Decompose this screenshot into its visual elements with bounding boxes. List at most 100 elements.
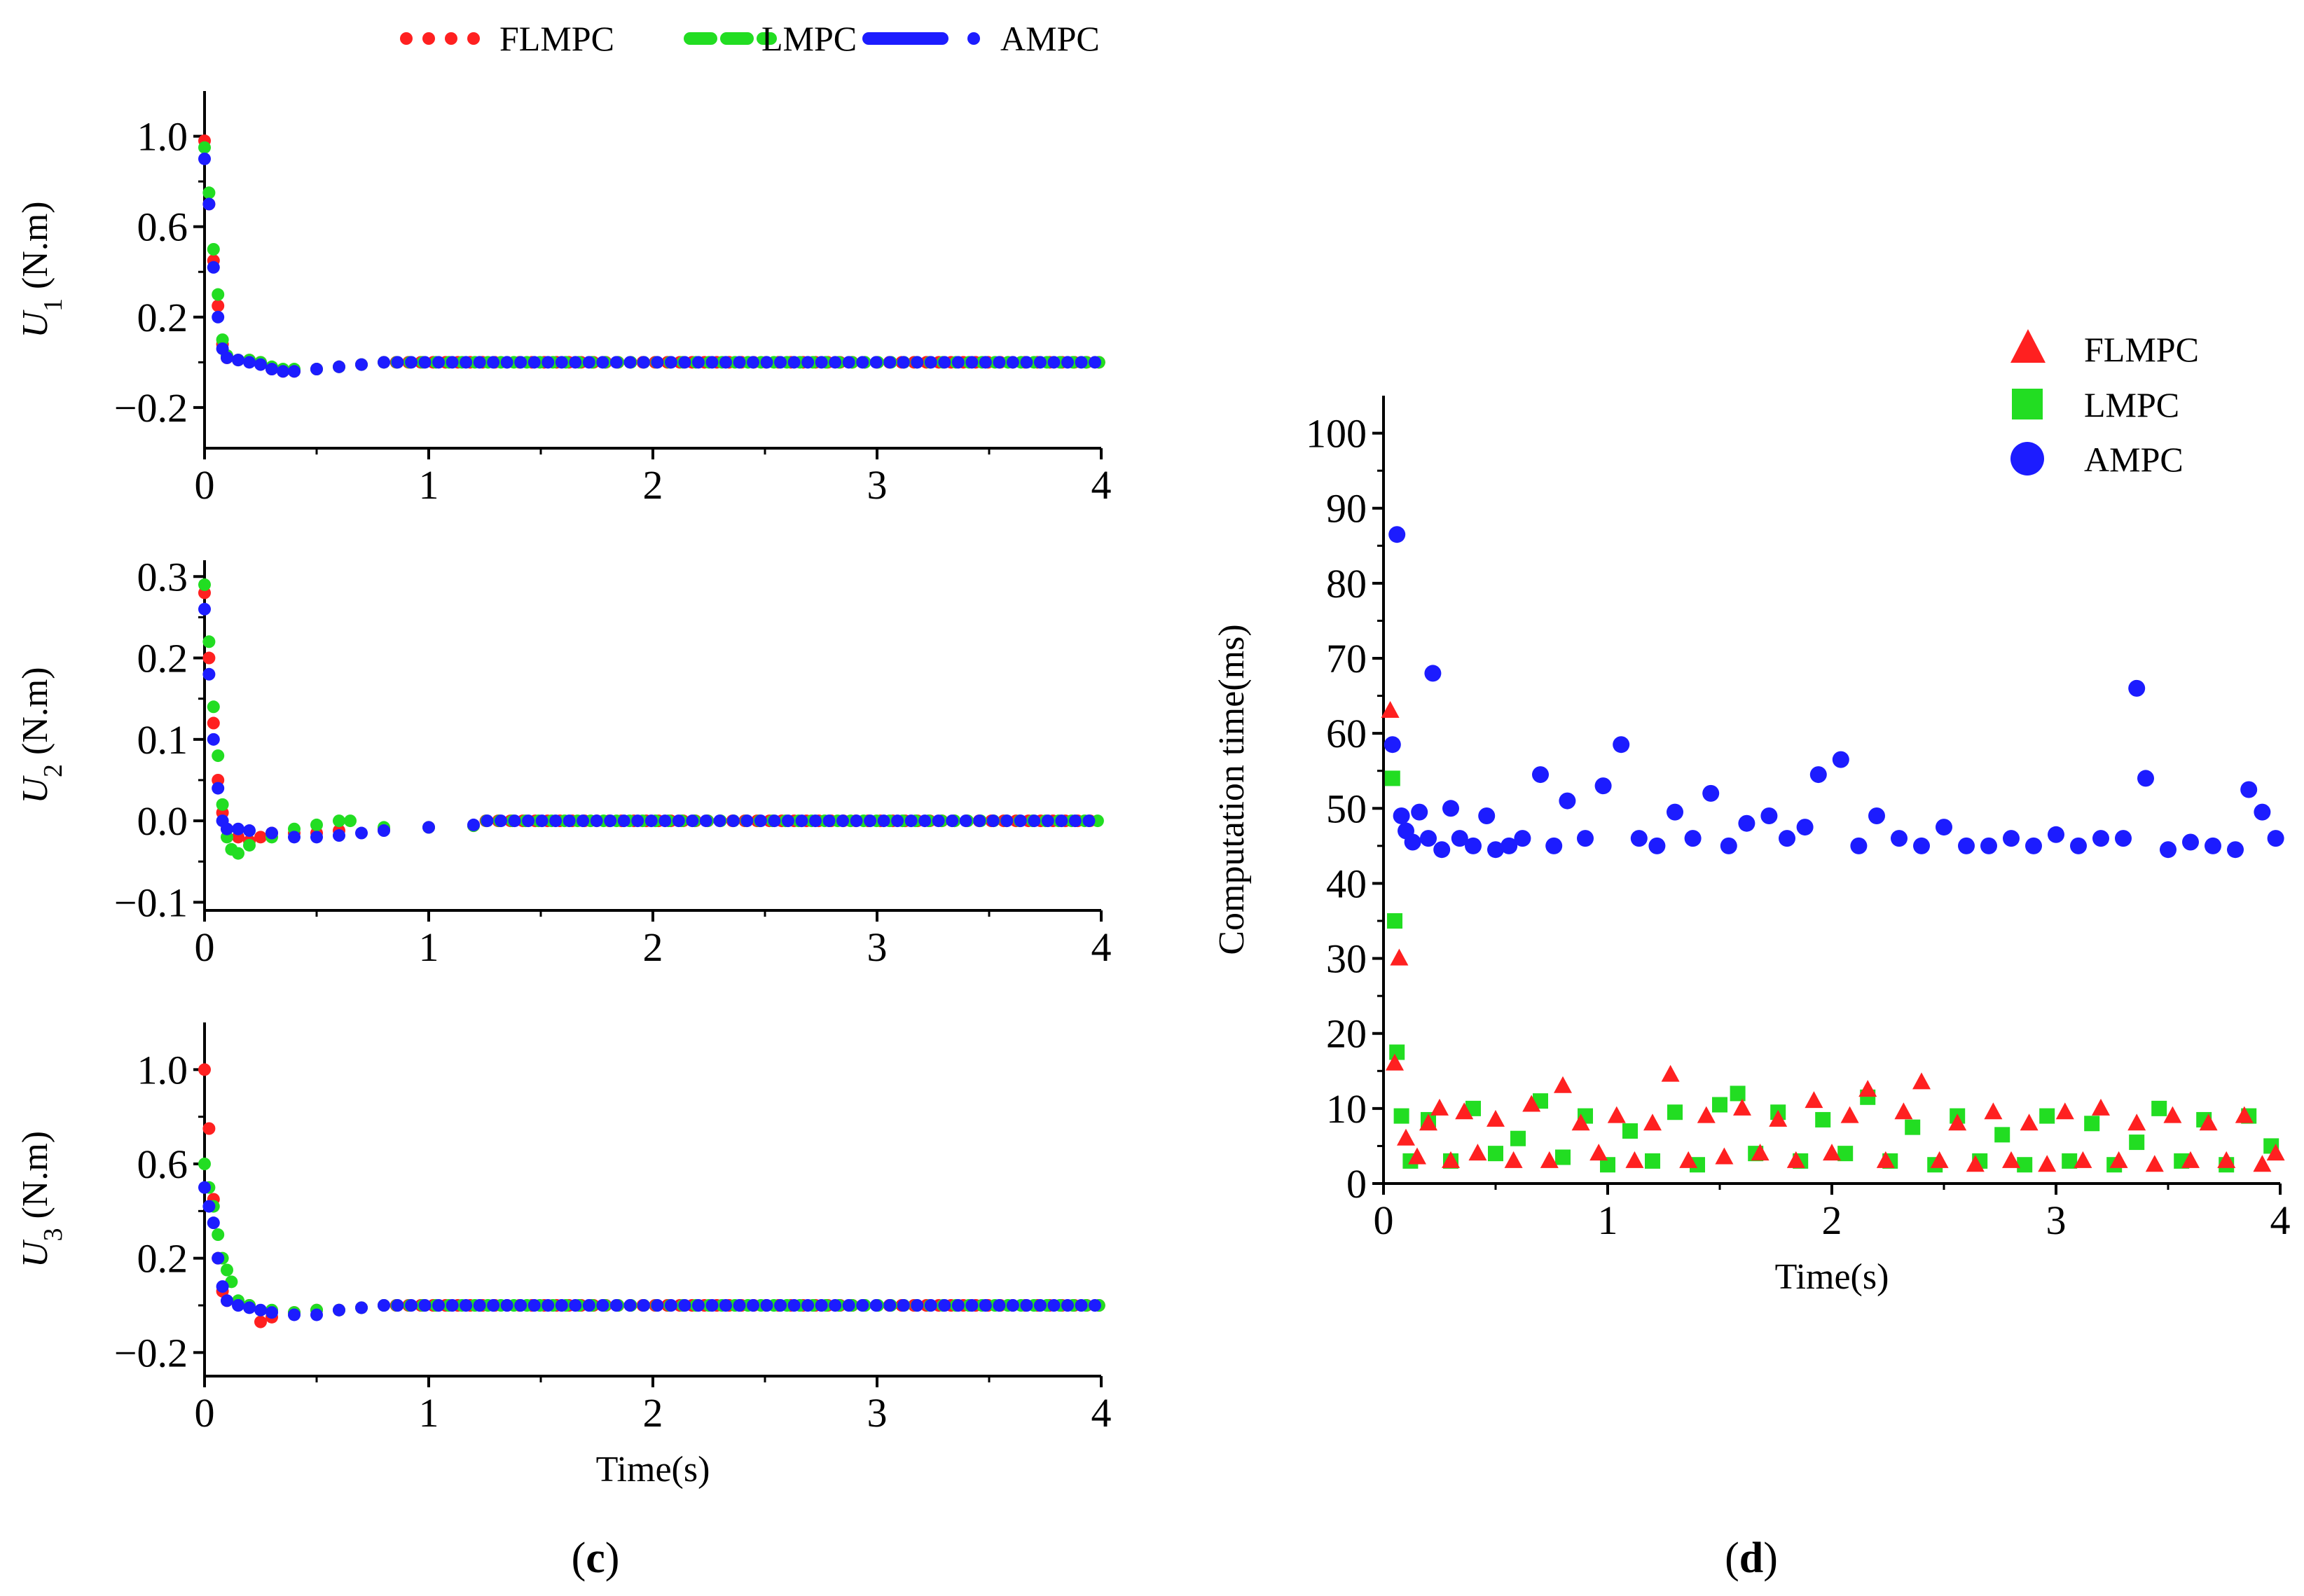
data-point [1779,830,1795,847]
y-tick-label: 20 [1326,1011,1367,1057]
data-point [432,356,446,369]
data-point [1522,1095,1541,1112]
data-point [2074,1151,2092,1168]
data-point [1501,837,1518,854]
data-point [651,1299,664,1312]
chart-u3: 0 1 2 3 4 1.0 0.6 0.2 −0.2 U3 (N.m) Time(s) [15,1022,1112,1490]
y-tick-label: 50 [1326,786,1367,831]
series-flmpc [198,134,1105,378]
data-point [774,356,787,369]
data-point [1390,948,1409,966]
data-point [569,1299,582,1312]
x-tick-label: 2 [1822,1198,1842,1243]
data-point [288,831,301,844]
data-point [1730,1085,1746,1102]
data-point [207,1216,220,1230]
data-point [604,814,617,828]
y-tick-label: 1.0 [137,1047,188,1092]
data-point [198,141,211,154]
x-tick-label: 3 [867,1390,888,1436]
series-flmpc [198,586,1096,848]
data-point [1033,356,1047,369]
data-point [596,1299,609,1312]
data-point [1433,841,1451,859]
data-point [1478,807,1496,824]
data-point [959,814,972,828]
data-point [514,356,527,369]
data-point [1984,1102,2003,1120]
data-point [202,186,216,200]
data-point [1733,1098,1751,1116]
data-point [1720,837,1737,854]
data-point [232,847,244,860]
data-point [787,356,801,369]
data-point [212,1251,225,1265]
data-point [1514,830,1531,847]
data-point [1613,736,1630,754]
x-tick-label: 2 [643,924,663,970]
data-point [2129,1134,2145,1151]
data-point [2253,1155,2272,1172]
data-point [938,356,951,369]
data-point [254,1315,267,1328]
legend-top-lmpc: LMPC [684,19,857,58]
legend-top: FLMPC LMPC AMPC [400,19,1100,58]
data-point [719,356,732,369]
data-point [432,1299,446,1312]
data-point [1504,1151,1523,1168]
data-point [460,1299,473,1312]
data-point [198,1181,211,1194]
data-point [378,824,390,838]
y-tick-label: −0.1 [114,880,188,925]
data-point [1404,833,1421,851]
data-point [355,826,368,840]
data-point [1061,356,1074,369]
data-point [768,814,781,828]
data-point [1684,830,1702,847]
data-point [198,602,211,616]
legend-top-label-flmpc: FLMPC [499,19,614,58]
y-tick-label: 0.6 [137,204,188,250]
series-ampc [198,602,1096,844]
x-tick-label: 2 [643,462,663,508]
data-point [265,363,278,376]
data-point [631,814,644,828]
data-point [699,814,712,828]
data-point [2199,1113,2218,1131]
data-point [891,814,904,828]
data-point [1411,803,1428,821]
data-point [1625,1151,1644,1168]
data-point [850,814,863,828]
data-point [212,288,225,301]
y-tick-label: 0.2 [137,636,188,681]
data-point [726,814,740,828]
data-point [1061,1299,1074,1312]
data-point [535,814,549,828]
data-point [495,814,508,828]
x-tick-label: 1 [419,1390,439,1436]
data-point [541,356,555,369]
x-tick-label: 1 [419,462,439,508]
data-point [842,356,855,369]
data-point [747,356,760,369]
data-point [719,1299,732,1312]
data-point [1430,1098,1449,1116]
data-point [1055,814,1068,828]
data-point [487,1299,500,1312]
data-point [207,716,220,730]
data-point [829,1299,842,1312]
data-point [1905,1119,1921,1135]
data-point [617,814,630,828]
data-point [1465,837,1482,854]
data-point [883,356,897,369]
data-point [2127,1113,2146,1131]
data-point [1702,784,1720,802]
data-point [2217,1151,2236,1168]
data-point [527,1299,541,1312]
y-axis-label: U1 (N.m) [15,201,68,338]
y-tick-label: 0.2 [137,295,188,340]
x-tick-label: 1 [419,924,439,970]
data-point [864,814,877,828]
data-point [609,1299,623,1312]
data-point [418,356,432,369]
